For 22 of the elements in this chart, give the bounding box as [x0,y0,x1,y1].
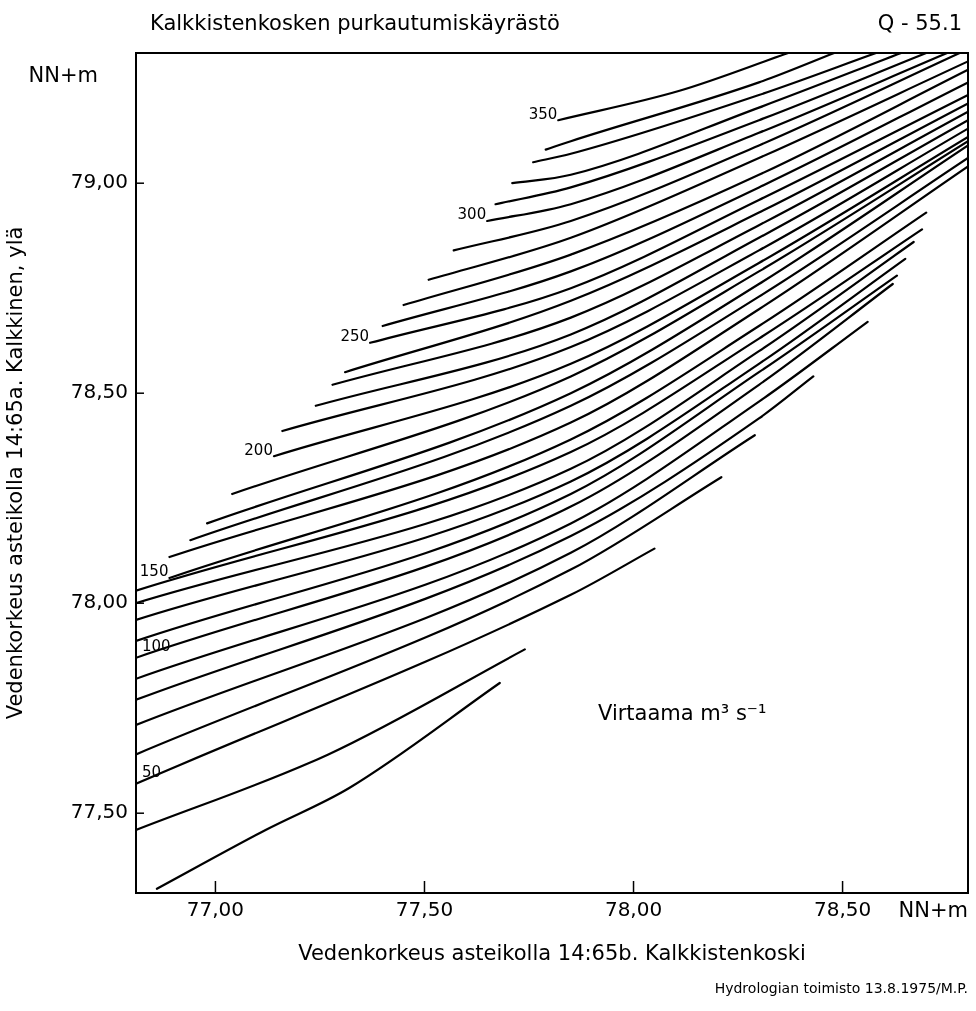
text: Q - 55.1 [877,11,962,35]
y-tick-label: 78,00 [70,589,128,614]
series-label: 200 [244,440,273,459]
x-tick-label: 77,50 [395,897,454,922]
y-axis-title: Vedenkorkeus asteikolla 14:65a. Kalkkinen, ylä [3,226,28,720]
series-label: 150 [139,562,169,581]
series-label: 300 [457,205,487,224]
text: NN+m [898,898,968,922]
annotation: Virtaama m³ s⁻¹ [598,701,767,725]
y-tick-label: 79,00 [70,169,128,194]
x-tick-label: 77,00 [186,897,245,922]
text: NN+m [28,63,98,87]
x-tick-label: 78,00 [604,897,663,922]
x-tick-label: 78,50 [813,897,872,922]
y-tick-label: 78,50 [70,379,128,404]
y-tick-label: 77,50 [70,799,128,824]
text: Hydrologian toimisto 13.8.1975/M.P. [714,980,968,996]
series-label: 100 [142,637,171,656]
series-label: 350 [528,104,558,123]
x-axis-title: Vedenkorkeus asteikolla 14:65b. Kalkkistenkoski [298,940,806,965]
chart-title: Kalkkistenkosken purkautumiskäyrästö [150,11,560,35]
series-label: 250 [340,327,370,346]
